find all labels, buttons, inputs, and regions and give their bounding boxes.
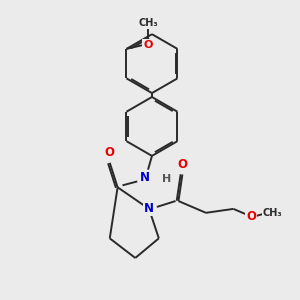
Text: O: O	[177, 158, 188, 171]
Text: O: O	[246, 210, 256, 223]
Text: N: N	[140, 171, 150, 184]
Text: CH₃: CH₃	[263, 208, 283, 218]
Text: CH₃: CH₃	[138, 18, 158, 28]
Text: O: O	[143, 40, 153, 50]
Text: N: N	[144, 202, 154, 215]
Text: H: H	[162, 174, 171, 184]
Text: O: O	[105, 146, 115, 159]
